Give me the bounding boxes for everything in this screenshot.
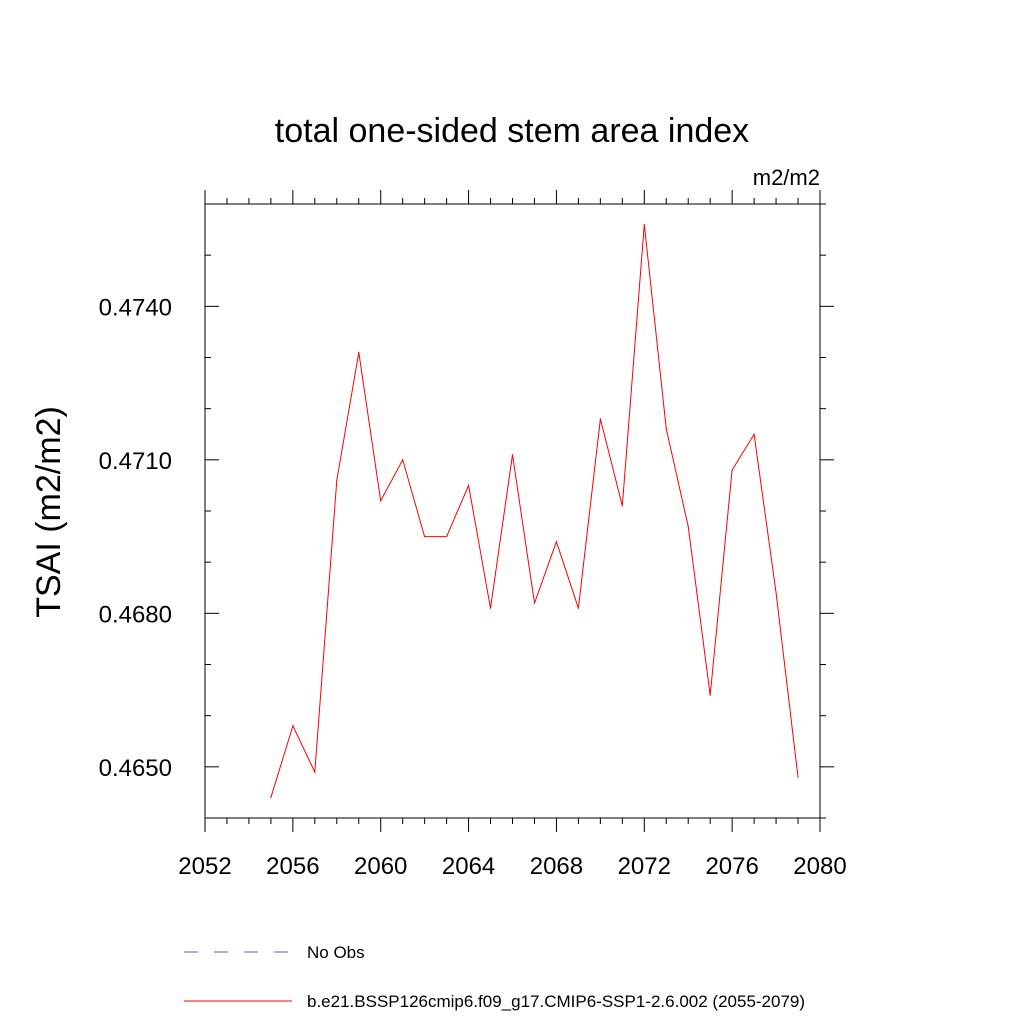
legend-label-no-obs: No Obs [307, 943, 365, 962]
data-point [621, 505, 623, 507]
x-tick-label: 2076 [705, 853, 758, 880]
y-tick-label: 0.4680 [99, 601, 172, 628]
data-point [380, 500, 382, 502]
data-point [731, 469, 733, 471]
data-point [336, 479, 338, 481]
data-point [555, 541, 558, 543]
y-axis-label: TSAI (m2/m2) [30, 406, 68, 618]
x-tick-labels: 2052 2056 2060 2064 2068 2072 2076 2080 [178, 853, 846, 880]
x-tick-label: 2072 [618, 853, 671, 880]
data-point [775, 592, 777, 594]
y-tick-labels: 0.4650 0.4680 0.4710 0.4740 [99, 294, 172, 781]
data-point [665, 428, 667, 430]
x-tick-label: 2080 [793, 853, 846, 880]
data-point [753, 433, 755, 435]
data-point [643, 223, 645, 226]
data-point [270, 796, 272, 799]
y-tick-label: 0.4710 [99, 448, 172, 475]
y-tick-label: 0.4650 [99, 755, 172, 782]
chart-title: total one-sided stem area index [275, 112, 749, 150]
data-point [358, 351, 360, 353]
data-series [270, 223, 799, 799]
data-point [314, 771, 316, 773]
data-point [577, 607, 579, 609]
data-point [511, 454, 514, 456]
x-tick-label: 2064 [442, 853, 495, 880]
data-point [797, 776, 799, 778]
data-point [687, 525, 689, 527]
y-tick-label: 0.4740 [99, 294, 172, 321]
series-line [270, 224, 799, 798]
x-tick-label: 2056 [266, 853, 319, 880]
data-point [599, 418, 601, 420]
legend: No Obs b.e21.BSSP126cmip6.f09_g17.CMIP6-… [184, 943, 805, 1011]
data-point [467, 484, 470, 487]
data-point [489, 607, 492, 609]
units-label: m2/m2 [753, 165, 820, 190]
data-point [533, 602, 536, 604]
x-tick-label: 2068 [530, 853, 583, 880]
data-point [709, 694, 711, 696]
data-point [424, 535, 426, 538]
data-point [402, 459, 404, 461]
x-tick-label: 2052 [178, 853, 231, 880]
legend-label-model: b.e21.BSSP126cmip6.f09_g17.CMIP6-SSP1-2.… [307, 992, 805, 1011]
data-point [292, 725, 294, 727]
x-tick-label: 2060 [354, 853, 407, 880]
axis-ticks [204, 190, 834, 832]
data-point [446, 535, 448, 538]
